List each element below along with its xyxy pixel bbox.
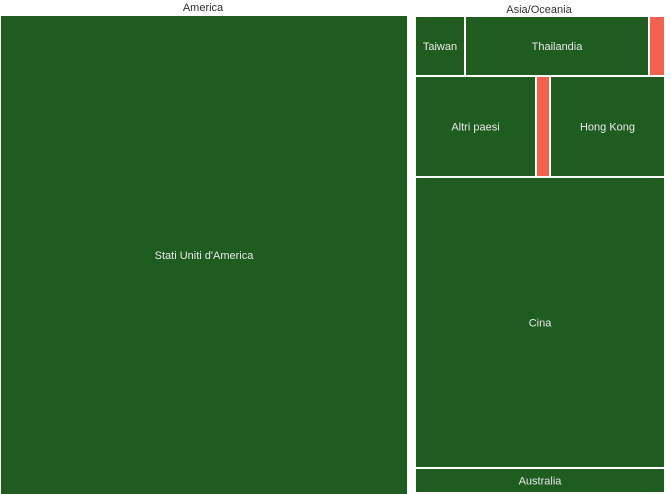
treemap-tile-australia xyxy=(416,469,664,492)
tile-label-hong-kong: Hong Kong xyxy=(580,121,635,133)
treemap-tile-stati-uniti-d-america xyxy=(1,16,407,494)
treemap-tile-taiwan xyxy=(416,17,464,75)
tile-label-thailandia: Thailandia xyxy=(532,41,584,53)
tile-label-stati-uniti-d-america: Stati Uniti d'America xyxy=(155,250,255,262)
tile-label-altri-paesi: Altri paesi xyxy=(451,121,499,133)
treemap-tile-hong-kong xyxy=(551,77,664,176)
treemap-tile-altri-paesi xyxy=(416,77,535,176)
treemap-tile-sliver-1-2 xyxy=(650,17,664,75)
treemap-tile-thailandia xyxy=(466,17,648,75)
treemap-tile-cina xyxy=(416,178,664,467)
tile-label-taiwan: Taiwan xyxy=(423,41,457,53)
tile-label-cina: Cina xyxy=(529,317,553,329)
group-header-asia-oceania: Asia/Oceania xyxy=(506,4,572,16)
tile-label-australia: Australia xyxy=(519,475,563,487)
group-header-america: America xyxy=(183,2,224,14)
treemap-tile-sliver-1-4 xyxy=(537,77,549,176)
